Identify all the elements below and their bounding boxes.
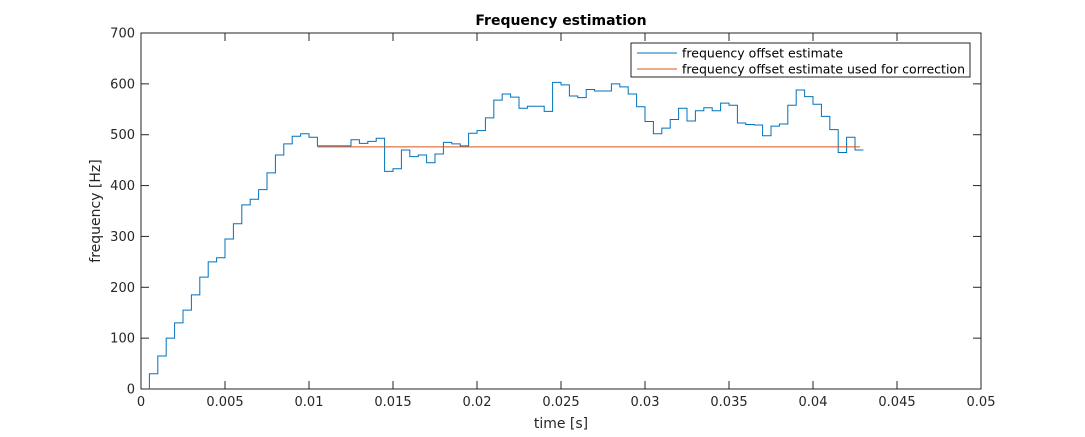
plot-area — [140, 32, 982, 390]
y-tick-label: 100 — [110, 332, 135, 347]
x-axis-label: time [s] — [534, 416, 588, 432]
y-tick-label: 600 — [110, 77, 135, 92]
x-tick-label: 0.01 — [295, 395, 324, 410]
y-tick-label: 700 — [110, 27, 135, 42]
x-tick-label: 0 — [137, 395, 145, 410]
x-tick-label: 0.03 — [631, 395, 660, 410]
legend-label-correction: frequency offset estimate used for corre… — [682, 62, 965, 77]
series-frequency-estimate-line — [141, 81, 864, 390]
y-tick-label: 200 — [110, 281, 135, 296]
y-tick-label: 500 — [110, 128, 135, 143]
x-tick-label: 0.05 — [967, 395, 996, 410]
y-tick-label: 400 — [110, 179, 135, 194]
x-tick-label: 0.035 — [710, 395, 747, 410]
y-tick-label: 300 — [110, 230, 135, 245]
y-axis-label: frequency [Hz] — [88, 159, 104, 262]
x-tick-label: 0.025 — [542, 395, 579, 410]
legend: frequency offset estimate frequency offs… — [630, 42, 971, 78]
x-tick-label: 0.02 — [463, 395, 492, 410]
tick-layer: 0 0.005 0.01 0.015 0.02 0.025 0.03 0.035 0.04 0.0… — [110, 27, 995, 411]
series-layer — [141, 81, 864, 390]
x-tick-label: 0.04 — [799, 395, 828, 410]
chart-title: Frequency estimation — [475, 13, 646, 29]
x-tick-label: 0.005 — [206, 395, 243, 410]
legend-box — [630, 42, 971, 78]
y-tick-label: 0 — [127, 383, 135, 398]
x-tick-label: 0.045 — [878, 395, 915, 410]
x-tick-label: 0.015 — [374, 395, 411, 410]
legend-label-estimate: frequency offset estimate — [682, 46, 843, 61]
